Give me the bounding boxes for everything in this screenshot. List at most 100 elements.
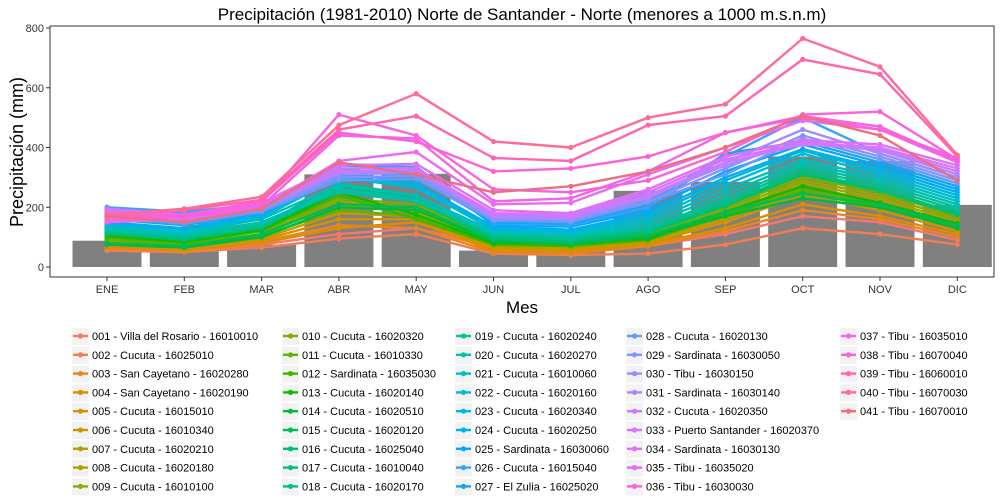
x-axis-title: Mes xyxy=(506,298,538,317)
legend-key-point xyxy=(287,465,294,471)
series-1-point-10 xyxy=(800,213,806,219)
series-line-35 xyxy=(106,119,958,224)
legend-key-point xyxy=(845,352,852,358)
y-axis-title: Precipitación (mm) xyxy=(7,77,27,227)
series-41-point-5 xyxy=(413,171,419,177)
legend-key-point xyxy=(460,465,467,471)
series-34-point-9 xyxy=(722,153,729,160)
legend-item-label: 007 - Cucuta - 16020210 xyxy=(92,444,214,456)
legend-key-point xyxy=(845,408,852,414)
series-37-point-9 xyxy=(722,149,729,155)
legend-item-label: 025 - Sardinata - 16030060 xyxy=(475,444,609,456)
series-39-point-4 xyxy=(336,126,342,133)
series-line-2 xyxy=(106,226,958,257)
legend: 001 - Villa del Rosario - 16010010 002 - … xyxy=(72,328,968,496)
x-tick-label: ENE xyxy=(96,284,119,296)
series-38-point-8 xyxy=(645,153,651,160)
series-2-point-10 xyxy=(800,225,806,231)
legend-item-label: 033 - Puerto Santander - 16020370 xyxy=(646,425,819,437)
legend-key-point xyxy=(631,352,638,358)
series-37-point-7 xyxy=(568,189,574,195)
legend-key-point xyxy=(77,352,84,358)
legend-key-point xyxy=(287,352,294,358)
series-21-point-4 xyxy=(336,182,342,188)
series-2-point-5 xyxy=(413,231,419,237)
series-37-point-8 xyxy=(645,177,651,183)
series-13-point-10 xyxy=(800,183,806,189)
series-41-point-9 xyxy=(722,144,729,151)
series-37-point-4 xyxy=(336,112,342,118)
legend-key-point xyxy=(287,427,294,433)
series-4-point-9 xyxy=(722,225,729,231)
legend-item-label: 005 - Cucuta - 16015010 xyxy=(92,406,214,418)
legend-item-label: 003 - San Cayetano - 16020280 xyxy=(92,369,249,381)
y-tick-label: 0 xyxy=(38,262,44,274)
series-20-point-4 xyxy=(336,186,342,192)
legend-item-label: 023 - Cucuta - 16020340 xyxy=(475,406,597,418)
legend-item-label: 022 - Cucuta - 16020160 xyxy=(475,387,597,399)
x-tick-label: ABR xyxy=(328,284,351,296)
series-38-point-5 xyxy=(413,138,419,145)
series-line-3 xyxy=(106,208,958,255)
legend-item-label: 035 - Tibu - 16035020 xyxy=(646,463,754,475)
legend-item-label: 020 - Cucuta - 16020270 xyxy=(475,350,597,362)
legend-key-point xyxy=(77,465,84,471)
series-30-point-10 xyxy=(800,126,806,133)
legend-item-label: 032 - Cucuta - 16020350 xyxy=(646,406,768,418)
series-41-point-1 xyxy=(104,213,110,219)
series-40-point-8 xyxy=(645,115,651,121)
x-tick-label: MAR xyxy=(249,284,274,296)
series-line-39 xyxy=(106,58,959,218)
legend-item-label: 016 - Cucuta - 16025040 xyxy=(302,444,424,456)
y-tick-label: 200 xyxy=(26,202,44,214)
legend-item-label: 038 - Tibu - 16070040 xyxy=(860,350,968,362)
series-15-point-5 xyxy=(413,204,419,210)
legend-item-label: 040 - Tibu - 16070030 xyxy=(860,387,968,399)
series-line-29 xyxy=(106,134,958,224)
legend-key-point xyxy=(287,333,294,339)
legend-item-label: 034 - Sardinata - 16030130 xyxy=(646,444,780,456)
legend-item-label: 027 - El Zulia - 16025020 xyxy=(475,481,599,493)
series-38-point-7 xyxy=(568,165,574,172)
y-axis: 0 200 400 600 800 xyxy=(26,23,50,274)
series-34-point-1 xyxy=(104,206,110,212)
series-21-point-5 xyxy=(413,192,419,198)
series-40-point-9 xyxy=(722,101,729,107)
series-39-point-9 xyxy=(722,113,729,119)
series-line-17 xyxy=(106,170,958,242)
series-36-point-6 xyxy=(490,198,497,204)
legend-item-label: 019 - Cucuta - 16020240 xyxy=(475,331,597,343)
x-tick-label: SEP xyxy=(714,284,736,296)
series-2-point-12 xyxy=(954,241,960,248)
series-line-22 xyxy=(106,152,958,234)
legend-key-point xyxy=(460,389,467,395)
series-40-point-11 xyxy=(877,64,883,70)
legend-key-point xyxy=(287,408,294,414)
legend-key-point xyxy=(631,333,638,339)
series-12-point-5 xyxy=(413,216,419,222)
plot-panel-border xyxy=(49,25,995,278)
series-35-point-7 xyxy=(568,200,574,206)
series-line-14 xyxy=(106,197,958,249)
series-28-point-9 xyxy=(722,171,729,177)
series-line-4 xyxy=(106,203,958,254)
series-39-point-5 xyxy=(413,113,419,119)
series-41-point-2 xyxy=(181,219,187,225)
legend-item-label: 026 - Cucuta - 16015040 xyxy=(475,463,597,475)
series-2-point-9 xyxy=(722,241,729,248)
legend-item-label: 024 - Cucuta - 16020250 xyxy=(475,425,597,437)
x-tick-label: FEB xyxy=(174,284,195,296)
legend-item-label: 031 - Sardinata - 16030140 xyxy=(646,387,780,399)
series-19-point-9 xyxy=(722,195,729,201)
series-40-point-10 xyxy=(800,35,806,42)
series-34-point-6 xyxy=(490,207,497,213)
series-line-33 xyxy=(106,141,958,218)
series-41-point-8 xyxy=(645,168,651,174)
series-21-point-10 xyxy=(800,156,806,163)
series-2-point-3 xyxy=(259,244,265,251)
series-41-point-3 xyxy=(259,206,265,212)
series-34-point-8 xyxy=(645,186,651,192)
legend-key-point xyxy=(77,427,84,433)
series-20-point-9 xyxy=(722,191,729,197)
